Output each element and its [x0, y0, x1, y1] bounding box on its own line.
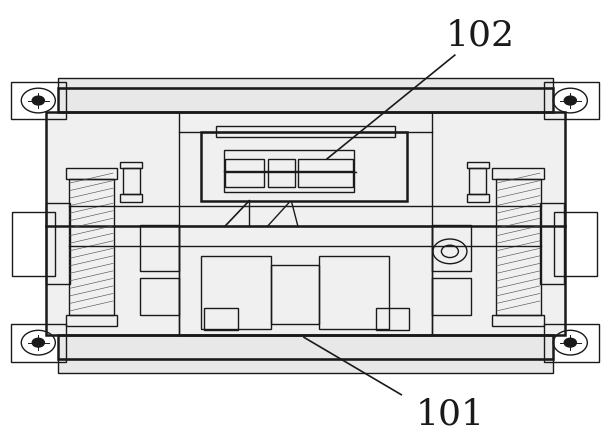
- Circle shape: [32, 96, 44, 105]
- Bar: [140, 225, 179, 271]
- Bar: [268, 159, 295, 187]
- Bar: [66, 168, 117, 179]
- Bar: [120, 162, 142, 168]
- Bar: [467, 194, 489, 202]
- Bar: [58, 78, 553, 112]
- Text: 102: 102: [446, 18, 515, 52]
- Bar: [11, 324, 66, 362]
- Bar: [544, 82, 599, 119]
- Bar: [12, 212, 55, 276]
- Bar: [204, 308, 238, 330]
- Bar: [201, 256, 271, 329]
- Bar: [120, 194, 142, 202]
- Circle shape: [32, 338, 44, 347]
- Bar: [540, 203, 564, 284]
- Bar: [123, 168, 140, 194]
- Bar: [271, 265, 319, 324]
- Bar: [469, 168, 486, 194]
- Bar: [376, 308, 409, 330]
- Bar: [46, 203, 70, 284]
- Bar: [58, 335, 553, 359]
- Bar: [66, 315, 117, 326]
- Bar: [496, 179, 541, 315]
- Bar: [544, 324, 599, 362]
- Bar: [492, 168, 544, 179]
- Text: 101: 101: [415, 397, 485, 432]
- Circle shape: [564, 338, 576, 347]
- Bar: [319, 256, 389, 329]
- Bar: [46, 112, 565, 335]
- Bar: [467, 162, 489, 168]
- Bar: [216, 126, 395, 137]
- Bar: [58, 78, 553, 88]
- Bar: [69, 179, 114, 315]
- Bar: [492, 315, 544, 326]
- Bar: [225, 159, 264, 187]
- Bar: [201, 132, 407, 201]
- Bar: [554, 212, 597, 276]
- Bar: [298, 159, 353, 187]
- Bar: [432, 278, 471, 315]
- Bar: [58, 359, 553, 373]
- Bar: [179, 226, 432, 335]
- Circle shape: [564, 96, 576, 105]
- Bar: [58, 335, 553, 373]
- Bar: [58, 88, 553, 112]
- Bar: [432, 225, 471, 271]
- Bar: [11, 82, 66, 119]
- Bar: [140, 278, 179, 315]
- Bar: [46, 112, 565, 335]
- Bar: [224, 150, 354, 192]
